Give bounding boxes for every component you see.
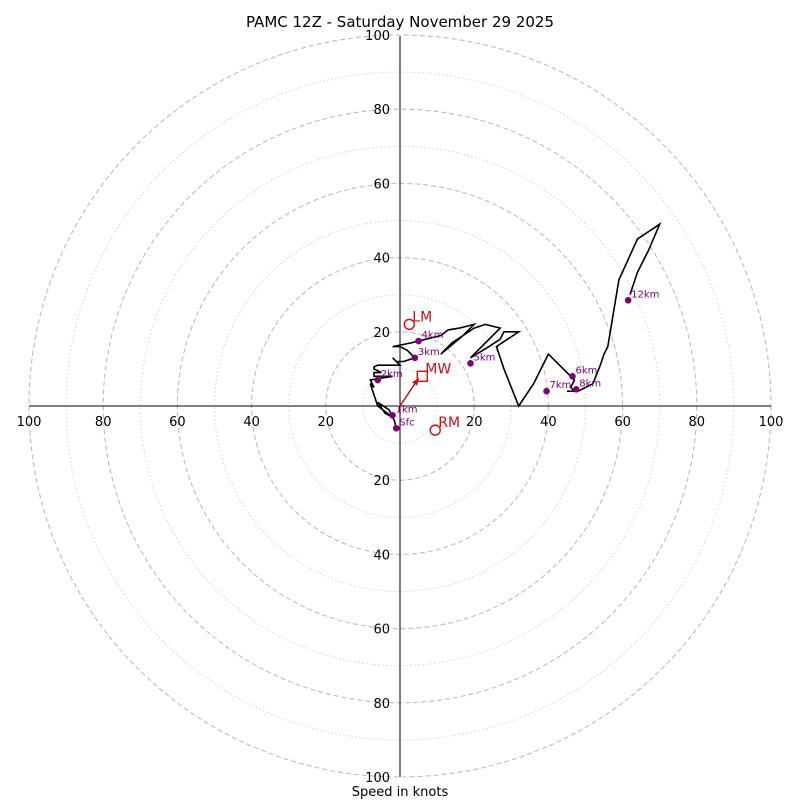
- wind-trace: [369, 222, 662, 429]
- height-marker-7km: [543, 387, 550, 395]
- right-mover-marker: [429, 424, 441, 436]
- height-marker-4km: [415, 337, 422, 345]
- height-label-6km: 6km: [576, 365, 598, 376]
- y-tick-label-pos40: 40: [373, 252, 390, 267]
- height-marker-1km: [389, 411, 396, 419]
- mean-wind-marker: [416, 370, 428, 383]
- y-tick-label-neg80: 80: [373, 697, 390, 712]
- height-marker-sfc: [392, 424, 400, 432]
- storm-motion-markers: LM RM MW: [399, 309, 460, 436]
- mean-wind-label: MW: [425, 361, 451, 377]
- height-label-12km: 12km: [631, 289, 659, 300]
- x-tick-label-pos20: 20: [466, 415, 483, 430]
- x-axis-label: Speed in knots: [352, 785, 449, 800]
- height-label-5km: 5km: [473, 352, 495, 363]
- x-tick-label-neg100: 100: [17, 415, 42, 430]
- y-tick-labels: 100 80 60 40 20 20 40 60 80 100: [365, 29, 390, 786]
- x-tick-label-pos80: 80: [689, 415, 706, 430]
- height-marker-12km: [624, 296, 632, 304]
- y-tick-label-neg100: 100: [365, 771, 390, 786]
- x-tick-label-pos100: 100: [759, 415, 784, 430]
- x-tick-labels: 100 80 60 40 20 20 40 60 80 100: [17, 415, 784, 430]
- x-tick-label-neg40: 40: [243, 415, 260, 430]
- x-tick-label-neg20: 20: [318, 415, 335, 430]
- height-marker-8km: [572, 386, 580, 393]
- x-tick-label-pos60: 60: [614, 415, 631, 430]
- y-tick-label-pos60: 60: [373, 177, 390, 192]
- left-mover-label: LM: [412, 309, 432, 325]
- height-marker-6km: [569, 373, 576, 380]
- y-tick-label-pos100: 100: [365, 29, 390, 44]
- right-mover-label: RM: [438, 415, 460, 431]
- x-tick-label-neg60: 60: [169, 415, 186, 430]
- y-tick-label-neg60: 60: [373, 623, 390, 638]
- height-label-sfc: Sfc: [399, 417, 414, 428]
- shear-vector-arrowhead: [412, 378, 419, 386]
- left-mover-marker: [403, 318, 415, 331]
- height-markers: Sfc 1km 2km 3km 4km 5km 6km 7km 8km 12km: [374, 289, 659, 432]
- height-label-1km: 1km: [396, 404, 418, 415]
- y-tick-label-neg20: 20: [373, 474, 390, 489]
- height-label-3km: 3km: [418, 347, 440, 358]
- y-tick-label-neg40: 40: [373, 548, 390, 563]
- height-marker-2km: [374, 376, 382, 384]
- height-label-4km: 4km: [422, 330, 444, 341]
- y-tick-label-pos80: 80: [373, 103, 390, 118]
- x-tick-label-neg80: 80: [95, 415, 112, 430]
- y-tick-label-pos20: 20: [373, 326, 390, 341]
- height-marker-3km: [411, 354, 419, 362]
- height-label-2km: 2km: [381, 369, 403, 380]
- chart-title: PAMC 12Z - Saturday November 29 2025: [246, 13, 554, 31]
- height-marker-5km: [467, 360, 474, 367]
- height-label-7km: 7km: [550, 380, 572, 391]
- height-label-8km: 8km: [579, 378, 601, 389]
- x-tick-label-pos40: 40: [540, 415, 557, 430]
